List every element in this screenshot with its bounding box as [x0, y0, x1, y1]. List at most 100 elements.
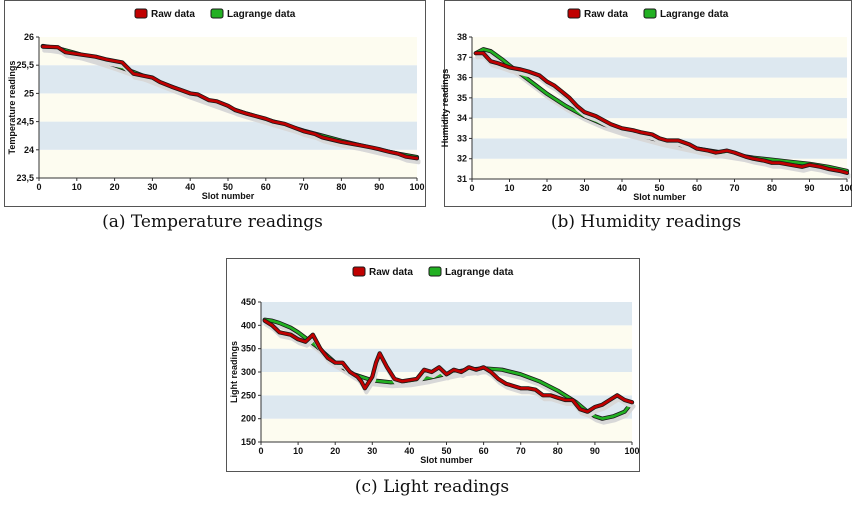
y-tick-label: 23,5 [16, 173, 34, 183]
caption-temperature: (a) Temperature readings [102, 212, 323, 232]
legend-swatch-raw [134, 8, 148, 19]
x-tick-label: 0 [258, 446, 263, 456]
y-tick-label: 35 [457, 93, 467, 103]
y-tick-label: 26 [24, 32, 34, 42]
x-axis-label: Slot number [420, 455, 473, 465]
legend-label-lagrange: Lagrange data [660, 9, 729, 20]
y-tick-label: 200 [241, 414, 256, 424]
series-shadow [264, 322, 636, 418]
series-shadow [42, 48, 421, 165]
legend-swatch-raw [352, 266, 366, 277]
x-tick-label: 60 [261, 182, 271, 192]
y-tick-label: 400 [241, 320, 256, 330]
plot-band [261, 418, 632, 442]
x-tick-label: 90 [804, 183, 814, 193]
y-tick-label: 25,5 [16, 60, 34, 70]
chart-frame: 31 32 33 34 35 36 37 38 0 10 20 30 40 50 60 70 80 90 100 Sl… [440, 0, 852, 207]
legend-swatch-lagrange [428, 266, 442, 277]
x-tick-label: 70 [299, 182, 309, 192]
x-tick-label: 20 [542, 183, 552, 193]
plot-band [472, 97, 847, 119]
x-tick-label: 50 [223, 182, 233, 192]
legend-label-lagrange: Lagrange data [445, 267, 514, 278]
legend-swatch-raw [567, 8, 581, 19]
x-tick-label: 100 [409, 182, 424, 192]
humidity-chart: 31 32 33 34 35 36 37 38 0 10 20 30 40 50 60 70 80 90 100 Sl… [440, 8, 852, 202]
chart-frame: 150 200 250 300 350 400 450 0 10 20 30 40 50 60 70 80 90… [226, 258, 640, 472]
y-tick-label: 31 [457, 174, 467, 184]
plot-band [261, 348, 632, 372]
legend-label-raw: Raw data [151, 9, 195, 20]
legend-swatch-lagrange [643, 8, 657, 19]
x-tick-label: 70 [729, 183, 739, 193]
plot-band [472, 57, 847, 78]
y-tick-label: 32 [457, 154, 467, 164]
x-axis-label: Slot number [202, 191, 255, 201]
x-tick-label: 60 [479, 446, 489, 456]
y-tick-label: 37 [457, 52, 467, 62]
raw-data-line [41, 45, 419, 160]
x-tick-label: 80 [553, 446, 563, 456]
y-tick-label: 24,5 [16, 117, 34, 127]
x-axis-label: Slot number [633, 192, 686, 202]
plot-band [261, 395, 632, 419]
plot-band [472, 37, 847, 58]
y-tick-label: 38 [457, 32, 467, 42]
plot-band [261, 302, 632, 326]
caption-humidity: (b) Humidity readings [550, 212, 742, 232]
raw-data-line [263, 319, 634, 413]
x-tick-label: 60 [692, 183, 702, 193]
y-tick-label: 25 [24, 88, 34, 98]
legend-label-raw: Raw data [369, 267, 413, 278]
legend-label-raw: Raw data [584, 9, 628, 20]
raw-data-line [474, 51, 849, 175]
x-tick-label: 90 [374, 182, 384, 192]
light-chart: 150 200 250 300 350 400 450 0 10 20 30 40 50 60 70 80 90… [229, 266, 640, 465]
chart-frame: 23,5 24 24,5 25 25,5 26 0 10 20 30 40 50 60 70 80 90 100… [4, 0, 426, 207]
x-tick-label: 0 [36, 182, 41, 192]
x-tick-label: 80 [767, 183, 777, 193]
panel-temperature: 23,5 24 24,5 25 25,5 26 0 10 20 30 40 50 60 70 80 90 100… [0, 0, 426, 238]
y-axis-label: Temperature readings [7, 61, 17, 155]
y-tick-label: 36 [457, 73, 467, 83]
x-tick-label: 50 [441, 446, 451, 456]
x-tick-label: 40 [617, 183, 627, 193]
y-tick-label: 450 [241, 297, 256, 307]
x-tick-label: 80 [336, 182, 346, 192]
y-tick-label: 150 [241, 437, 256, 447]
y-axis-label: Light readings [229, 341, 239, 403]
plot-band [39, 65, 417, 94]
series-shadow [475, 55, 851, 179]
x-tick-label: 100 [624, 446, 639, 456]
y-tick-label: 24 [24, 145, 34, 155]
y-tick-label: 350 [241, 344, 256, 354]
plot-band [472, 118, 847, 139]
temperature-chart: 23,5 24 24,5 25 25,5 26 0 10 20 30 40 50 60 70 80 90 100… [7, 8, 425, 201]
x-tick-label: 10 [72, 182, 82, 192]
x-tick-label: 40 [185, 182, 195, 192]
plot-band [39, 149, 417, 178]
plot-band [472, 138, 847, 159]
x-tick-label: 10 [504, 183, 514, 193]
x-tick-label: 20 [110, 182, 120, 192]
y-tick-label: 34 [457, 113, 467, 123]
y-tick-label: 300 [241, 367, 256, 377]
x-tick-label: 50 [654, 183, 664, 193]
x-tick-label: 30 [147, 182, 157, 192]
panel-humidity: 31 32 33 34 35 36 37 38 0 10 20 30 40 50 60 70 80 90 100 Sl… [440, 0, 852, 238]
y-tick-label: 250 [241, 390, 256, 400]
x-tick-label: 30 [367, 446, 377, 456]
plot-band [261, 325, 632, 349]
y-axis-label: Humidity readings [440, 69, 450, 148]
caption-light: (c) Light readings [354, 477, 510, 497]
x-tick-label: 100 [839, 183, 852, 193]
x-tick-label: 0 [469, 183, 474, 193]
x-tick-label: 90 [590, 446, 600, 456]
legend-label-lagrange: Lagrange data [227, 9, 296, 20]
legend-swatch-lagrange [210, 8, 224, 19]
y-tick-label: 33 [457, 133, 467, 143]
x-tick-label: 40 [404, 446, 414, 456]
panel-light: 150 200 250 300 350 400 450 0 10 20 30 40 50 60 70 80 90… [222, 258, 642, 506]
x-tick-label: 30 [579, 183, 589, 193]
x-tick-label: 70 [516, 446, 526, 456]
